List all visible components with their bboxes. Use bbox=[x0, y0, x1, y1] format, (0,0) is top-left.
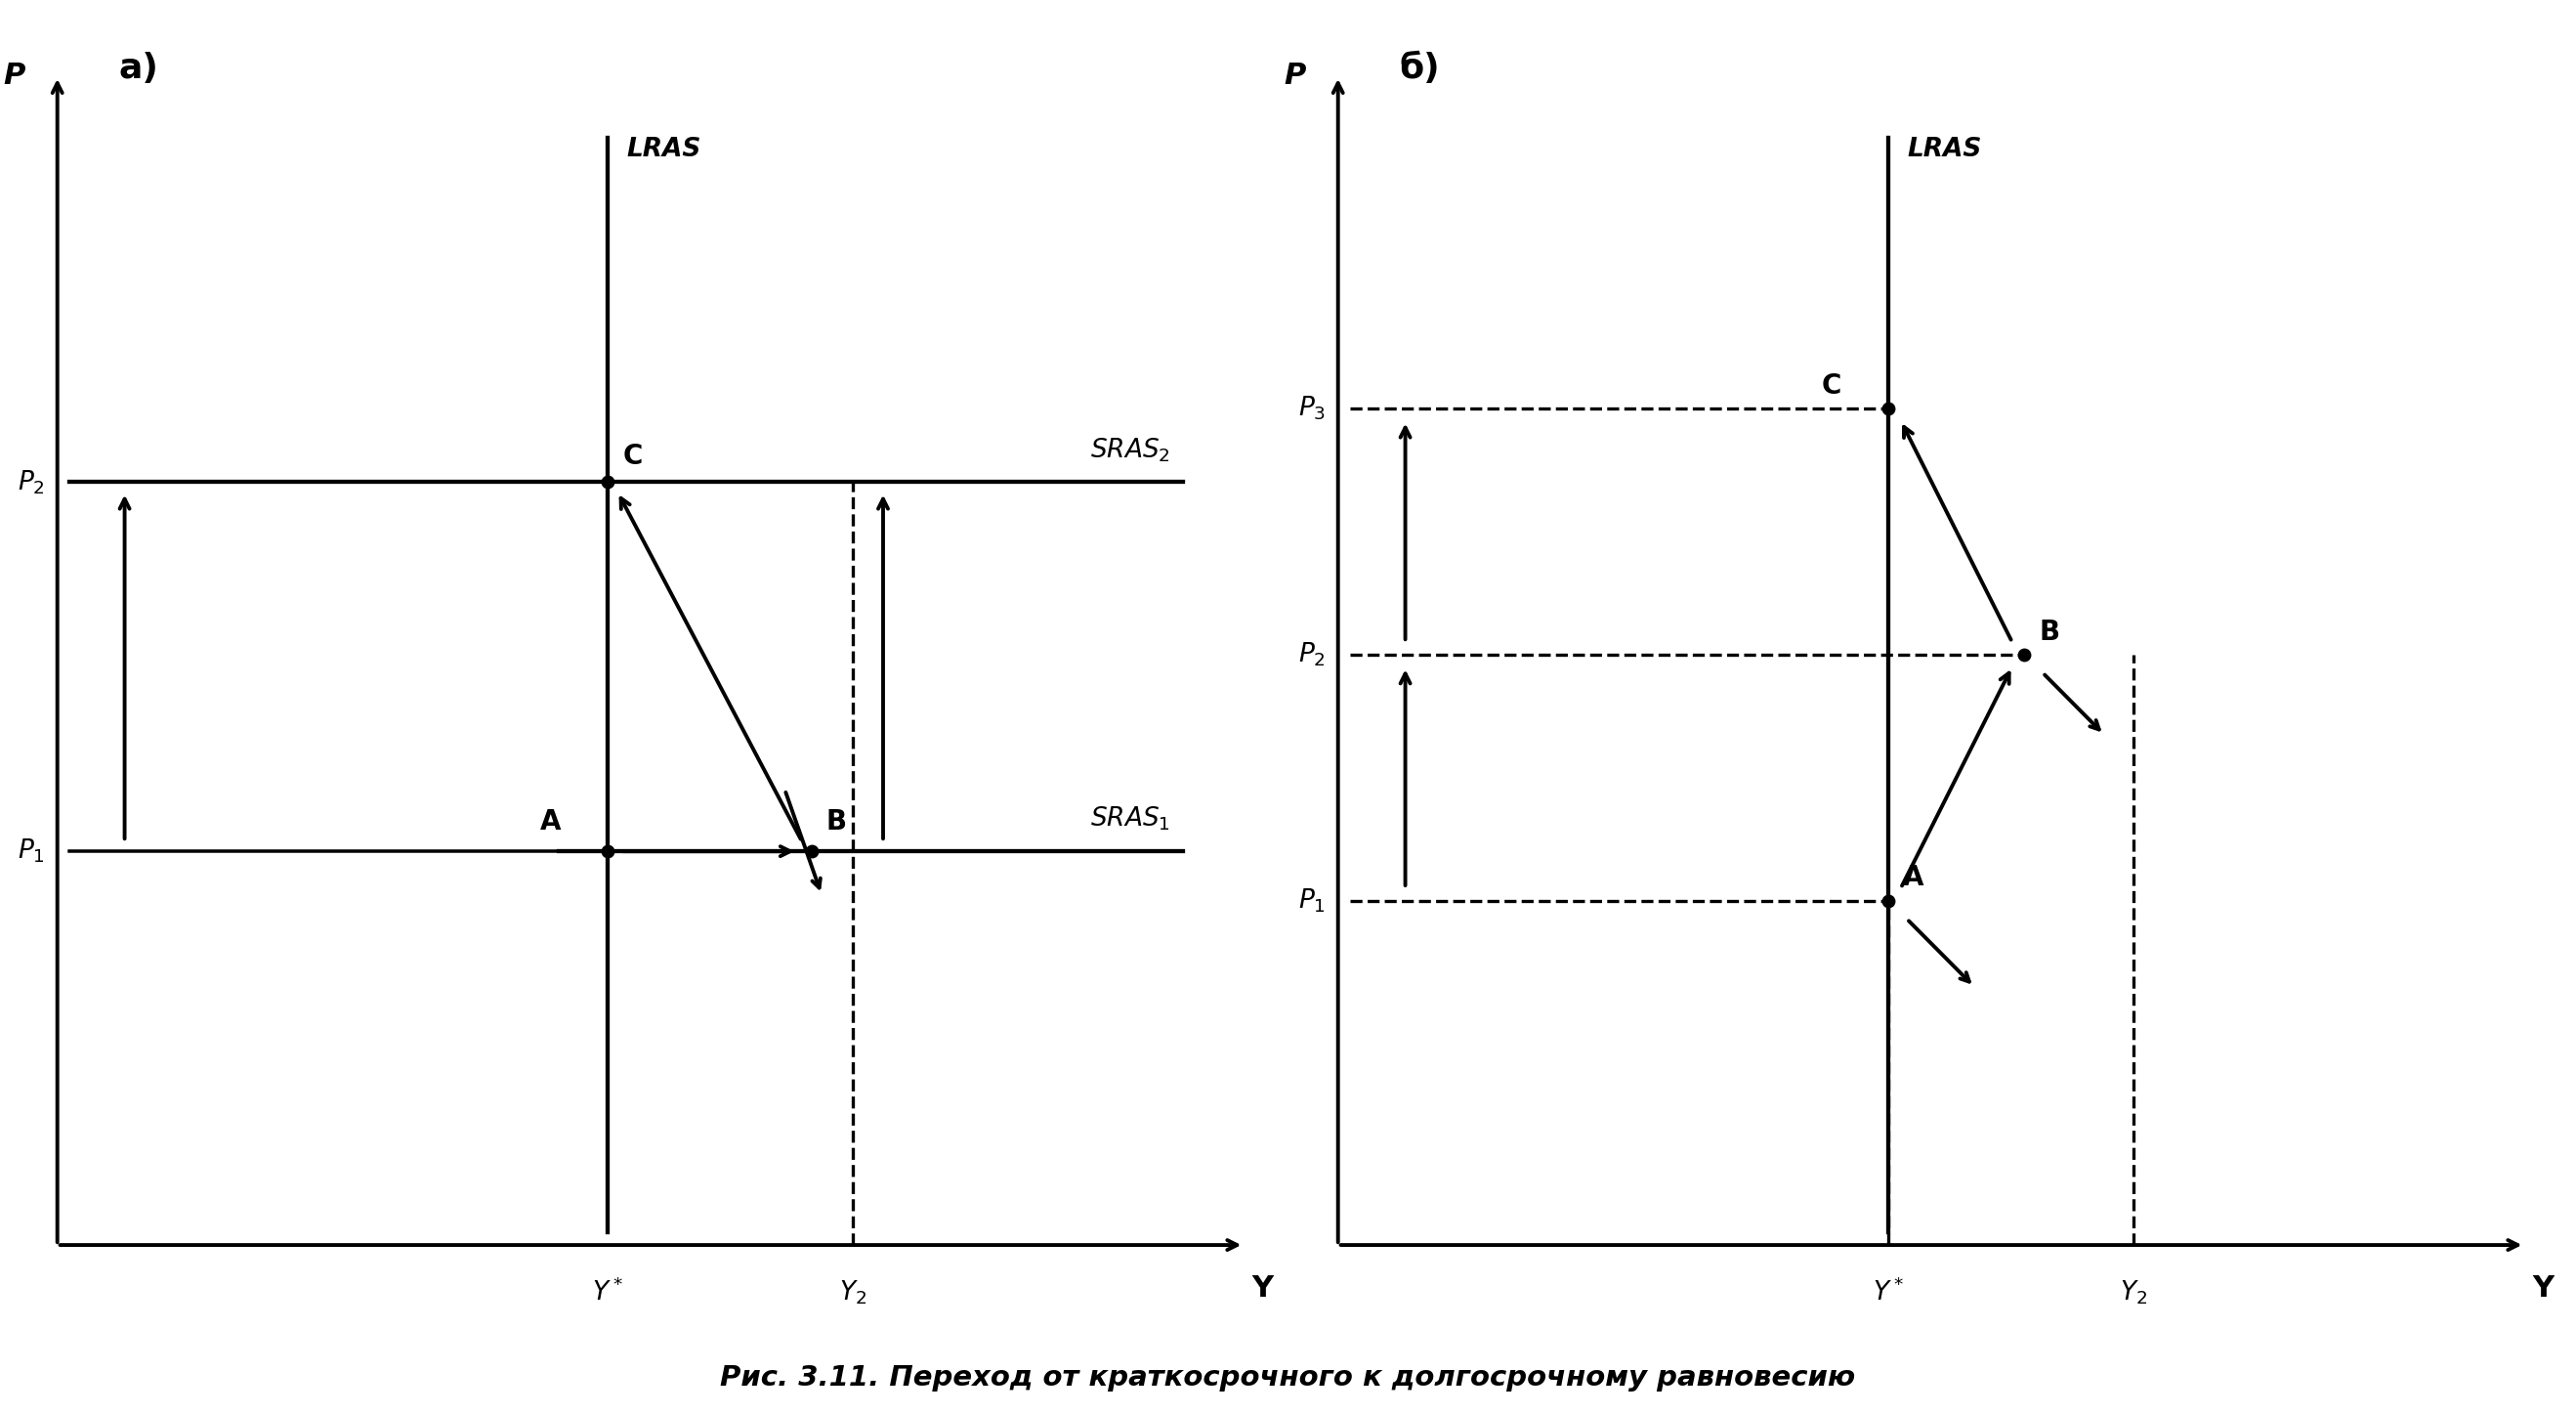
Text: а): а) bbox=[118, 51, 160, 85]
Text: A: A bbox=[1904, 864, 1924, 892]
Text: B: B bbox=[827, 807, 848, 836]
Text: $SRAS_1$: $SRAS_1$ bbox=[1090, 805, 1170, 833]
Text: б): б) bbox=[1399, 51, 1440, 85]
Text: LRAS: LRAS bbox=[626, 137, 701, 163]
Text: $P_1$: $P_1$ bbox=[1298, 887, 1327, 915]
Text: C: C bbox=[1821, 372, 1842, 400]
Text: $SRAS_2$: $SRAS_2$ bbox=[1090, 436, 1170, 464]
Text: $Y^*$: $Y^*$ bbox=[1873, 1278, 1904, 1307]
Text: $P_2$: $P_2$ bbox=[1298, 641, 1327, 669]
Text: $Y_2$: $Y_2$ bbox=[840, 1278, 866, 1307]
Text: $Y^*$: $Y^*$ bbox=[592, 1278, 623, 1307]
Text: $P_1$: $P_1$ bbox=[18, 837, 46, 865]
Text: C: C bbox=[623, 443, 641, 469]
Text: Y: Y bbox=[1252, 1274, 1273, 1302]
Text: P: P bbox=[3, 62, 26, 90]
Text: B: B bbox=[2040, 618, 2061, 646]
Text: Y: Y bbox=[2532, 1274, 2553, 1302]
Text: $P_3$: $P_3$ bbox=[1298, 395, 1327, 423]
Text: Рис. 3.11. Переход от краткосрочного к долгосрочному равновесию: Рис. 3.11. Переход от краткосрочного к д… bbox=[721, 1365, 1855, 1391]
Text: A: A bbox=[541, 807, 562, 836]
Text: P: P bbox=[1285, 62, 1306, 90]
Text: $P_2$: $P_2$ bbox=[18, 468, 46, 496]
Text: $Y_2$: $Y_2$ bbox=[2120, 1278, 2146, 1307]
Text: LRAS: LRAS bbox=[1906, 137, 1981, 163]
